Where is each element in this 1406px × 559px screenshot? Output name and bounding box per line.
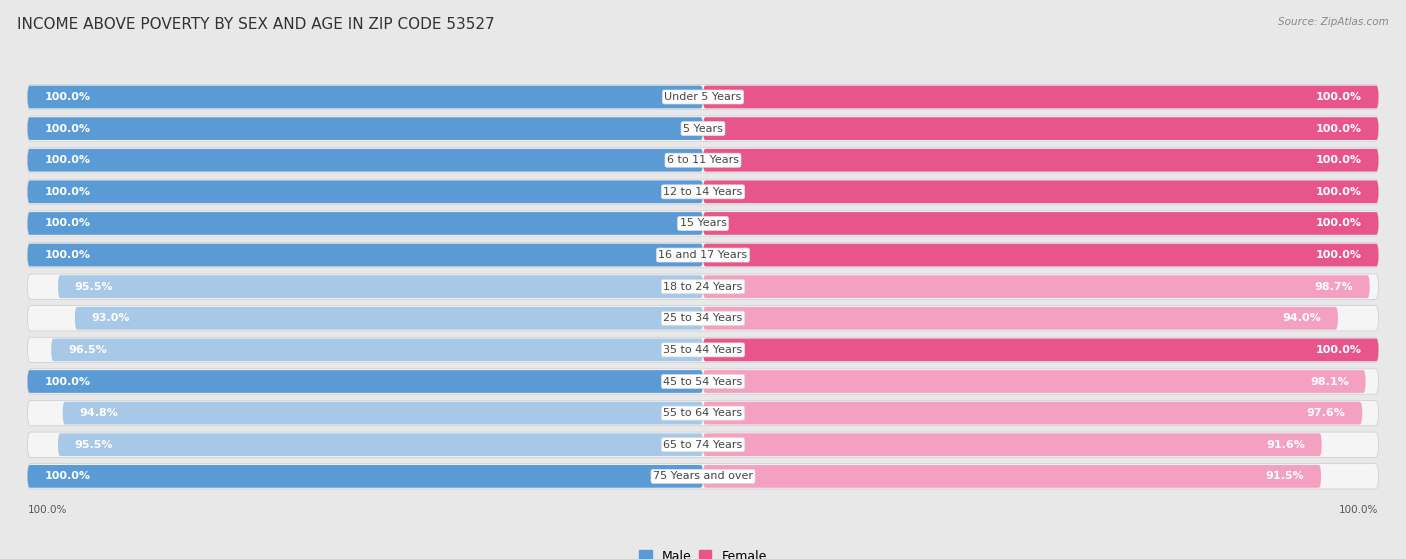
- Text: 100.0%: 100.0%: [45, 377, 90, 386]
- Text: 65 to 74 Years: 65 to 74 Years: [664, 440, 742, 450]
- FancyBboxPatch shape: [703, 339, 1378, 361]
- Text: 100.0%: 100.0%: [45, 187, 90, 197]
- Text: 100.0%: 100.0%: [45, 92, 90, 102]
- FancyBboxPatch shape: [28, 148, 1378, 173]
- FancyBboxPatch shape: [28, 465, 703, 487]
- Text: 100.0%: 100.0%: [1316, 92, 1361, 102]
- Text: 12 to 14 Years: 12 to 14 Years: [664, 187, 742, 197]
- Text: 97.6%: 97.6%: [1306, 408, 1346, 418]
- Text: Source: ZipAtlas.com: Source: ZipAtlas.com: [1278, 17, 1389, 27]
- FancyBboxPatch shape: [28, 84, 1378, 110]
- Text: 91.6%: 91.6%: [1265, 440, 1305, 450]
- FancyBboxPatch shape: [28, 212, 703, 235]
- FancyBboxPatch shape: [28, 432, 1378, 457]
- Text: 16 and 17 Years: 16 and 17 Years: [658, 250, 748, 260]
- FancyBboxPatch shape: [58, 275, 703, 298]
- Text: 5 Years: 5 Years: [683, 124, 723, 134]
- Text: 100.0%: 100.0%: [1316, 155, 1361, 165]
- Text: 100.0%: 100.0%: [1316, 250, 1361, 260]
- Text: 91.5%: 91.5%: [1265, 471, 1305, 481]
- Text: 100.0%: 100.0%: [1316, 124, 1361, 134]
- FancyBboxPatch shape: [703, 307, 1339, 330]
- Text: 55 to 64 Years: 55 to 64 Years: [664, 408, 742, 418]
- Text: 95.5%: 95.5%: [75, 282, 114, 292]
- Text: 100.0%: 100.0%: [45, 471, 90, 481]
- Text: 25 to 34 Years: 25 to 34 Years: [664, 313, 742, 323]
- Text: 100.0%: 100.0%: [1339, 505, 1378, 515]
- FancyBboxPatch shape: [703, 149, 1378, 172]
- FancyBboxPatch shape: [703, 244, 1378, 267]
- Text: 100.0%: 100.0%: [45, 124, 90, 134]
- Text: 96.5%: 96.5%: [67, 345, 107, 355]
- Text: 98.7%: 98.7%: [1315, 282, 1353, 292]
- FancyBboxPatch shape: [51, 339, 703, 361]
- Text: 100.0%: 100.0%: [1316, 345, 1361, 355]
- Text: INCOME ABOVE POVERTY BY SEX AND AGE IN ZIP CODE 53527: INCOME ABOVE POVERTY BY SEX AND AGE IN Z…: [17, 17, 495, 32]
- FancyBboxPatch shape: [28, 211, 1378, 236]
- Text: 15 Years: 15 Years: [679, 219, 727, 229]
- Text: Under 5 Years: Under 5 Years: [665, 92, 741, 102]
- FancyBboxPatch shape: [28, 400, 1378, 426]
- FancyBboxPatch shape: [28, 117, 703, 140]
- Text: 6 to 11 Years: 6 to 11 Years: [666, 155, 740, 165]
- FancyBboxPatch shape: [703, 433, 1322, 456]
- Text: 45 to 54 Years: 45 to 54 Years: [664, 377, 742, 386]
- FancyBboxPatch shape: [703, 117, 1378, 140]
- FancyBboxPatch shape: [28, 370, 703, 393]
- FancyBboxPatch shape: [703, 212, 1378, 235]
- FancyBboxPatch shape: [28, 337, 1378, 363]
- FancyBboxPatch shape: [63, 402, 703, 424]
- FancyBboxPatch shape: [28, 274, 1378, 299]
- FancyBboxPatch shape: [28, 369, 1378, 394]
- Text: 100.0%: 100.0%: [28, 505, 67, 515]
- FancyBboxPatch shape: [28, 464, 1378, 489]
- FancyBboxPatch shape: [75, 307, 703, 330]
- FancyBboxPatch shape: [28, 86, 703, 108]
- Text: 35 to 44 Years: 35 to 44 Years: [664, 345, 742, 355]
- FancyBboxPatch shape: [703, 275, 1369, 298]
- FancyBboxPatch shape: [28, 181, 703, 203]
- FancyBboxPatch shape: [703, 402, 1362, 424]
- Legend: Male, Female: Male, Female: [634, 544, 772, 559]
- FancyBboxPatch shape: [28, 306, 1378, 331]
- Text: 98.1%: 98.1%: [1310, 377, 1348, 386]
- FancyBboxPatch shape: [28, 149, 703, 172]
- FancyBboxPatch shape: [703, 370, 1365, 393]
- FancyBboxPatch shape: [703, 86, 1378, 108]
- Text: 100.0%: 100.0%: [45, 219, 90, 229]
- FancyBboxPatch shape: [28, 116, 1378, 141]
- Text: 95.5%: 95.5%: [75, 440, 114, 450]
- FancyBboxPatch shape: [28, 179, 1378, 205]
- FancyBboxPatch shape: [58, 433, 703, 456]
- FancyBboxPatch shape: [28, 244, 703, 267]
- Text: 100.0%: 100.0%: [45, 155, 90, 165]
- Text: 100.0%: 100.0%: [1316, 219, 1361, 229]
- FancyBboxPatch shape: [703, 181, 1378, 203]
- Text: 93.0%: 93.0%: [91, 313, 131, 323]
- Text: 94.8%: 94.8%: [80, 408, 118, 418]
- FancyBboxPatch shape: [28, 243, 1378, 268]
- Text: 94.0%: 94.0%: [1282, 313, 1322, 323]
- Text: 100.0%: 100.0%: [45, 250, 90, 260]
- Text: 75 Years and over: 75 Years and over: [652, 471, 754, 481]
- Text: 100.0%: 100.0%: [1316, 187, 1361, 197]
- FancyBboxPatch shape: [703, 465, 1322, 487]
- Text: 18 to 24 Years: 18 to 24 Years: [664, 282, 742, 292]
